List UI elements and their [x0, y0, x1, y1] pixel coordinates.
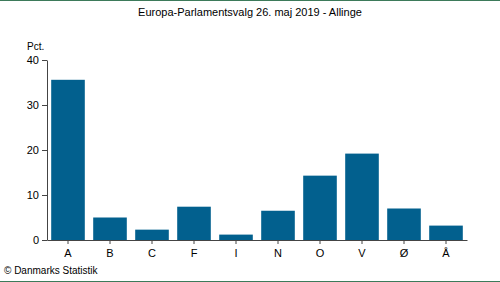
x-tick: F [191, 240, 198, 259]
bar [51, 80, 85, 240]
bar [303, 176, 337, 240]
bar [135, 230, 169, 240]
x-tick-mark [320, 240, 321, 244]
x-tick-label: F [191, 247, 198, 259]
x-tick-mark [404, 240, 405, 244]
y-axis-title: Pct. [27, 41, 44, 52]
y-tick-label: 10 [27, 189, 39, 201]
y-tick-mark [42, 60, 47, 61]
top-rule [0, 0, 500, 1]
x-tick: B [106, 240, 113, 259]
y-tick-label: 30 [27, 99, 39, 111]
x-tick: N [274, 240, 282, 259]
source: © Danmarks Statistik [4, 265, 99, 276]
x-tick-label: V [358, 247, 366, 259]
y-axis: 0 10 20 30 40 [27, 54, 48, 246]
x-tick-label: Ø [400, 247, 409, 259]
x-tick: V [358, 240, 366, 259]
bar [177, 207, 211, 240]
bar [219, 235, 253, 240]
bar [387, 209, 421, 241]
y-tick-mark [42, 240, 47, 241]
bar [345, 154, 379, 240]
x-tick-label: C [148, 247, 156, 259]
x-tick-mark [278, 240, 279, 244]
x-tick-label: I [234, 247, 237, 259]
x-tick: I [234, 240, 237, 259]
x-tick-label: B [106, 247, 113, 259]
x-tick: A [64, 240, 72, 259]
y-tick-label: 40 [27, 54, 39, 66]
x-tick: Ø [400, 240, 409, 259]
y-tick-label: 0 [33, 234, 39, 246]
x-tick-mark [362, 240, 363, 244]
y-tick-mark [42, 195, 47, 196]
y-tick-mark [42, 105, 47, 106]
bar [261, 211, 295, 240]
y-axis-line [47, 61, 48, 241]
x-tick-mark [446, 240, 447, 244]
title: Europa-Parlamentsvalg 26. maj 2019 - All… [138, 6, 362, 18]
bar [93, 218, 127, 241]
bar [429, 226, 463, 240]
x-tick-label: O [316, 247, 325, 259]
y-tick: 0 [33, 234, 47, 246]
x-tick-label: N [274, 247, 282, 259]
y-tick: 10 [27, 189, 47, 201]
x-axis: ABCFINOVØÅ [48, 240, 468, 259]
x-tick-mark [152, 240, 153, 244]
y-tick: 20 [27, 144, 47, 156]
x-tick-mark [110, 240, 111, 244]
y-tick-mark [42, 150, 47, 151]
x-tick: C [148, 240, 156, 259]
x-tick-label: A [64, 247, 72, 259]
bottom-rule [0, 281, 500, 282]
x-tick-mark [68, 240, 69, 244]
x-tick-label: Å [442, 247, 450, 259]
y-tick: 40 [27, 54, 47, 66]
chart: Europa-Parlamentsvalg 26. maj 2019 - All… [0, 0, 500, 282]
y-tick-label: 20 [27, 144, 39, 156]
x-tick-mark [194, 240, 195, 244]
y-tick: 30 [27, 99, 47, 111]
x-tick-mark [236, 240, 237, 244]
bars [51, 80, 463, 240]
x-tick: Å [442, 240, 450, 259]
x-tick: O [316, 240, 325, 259]
